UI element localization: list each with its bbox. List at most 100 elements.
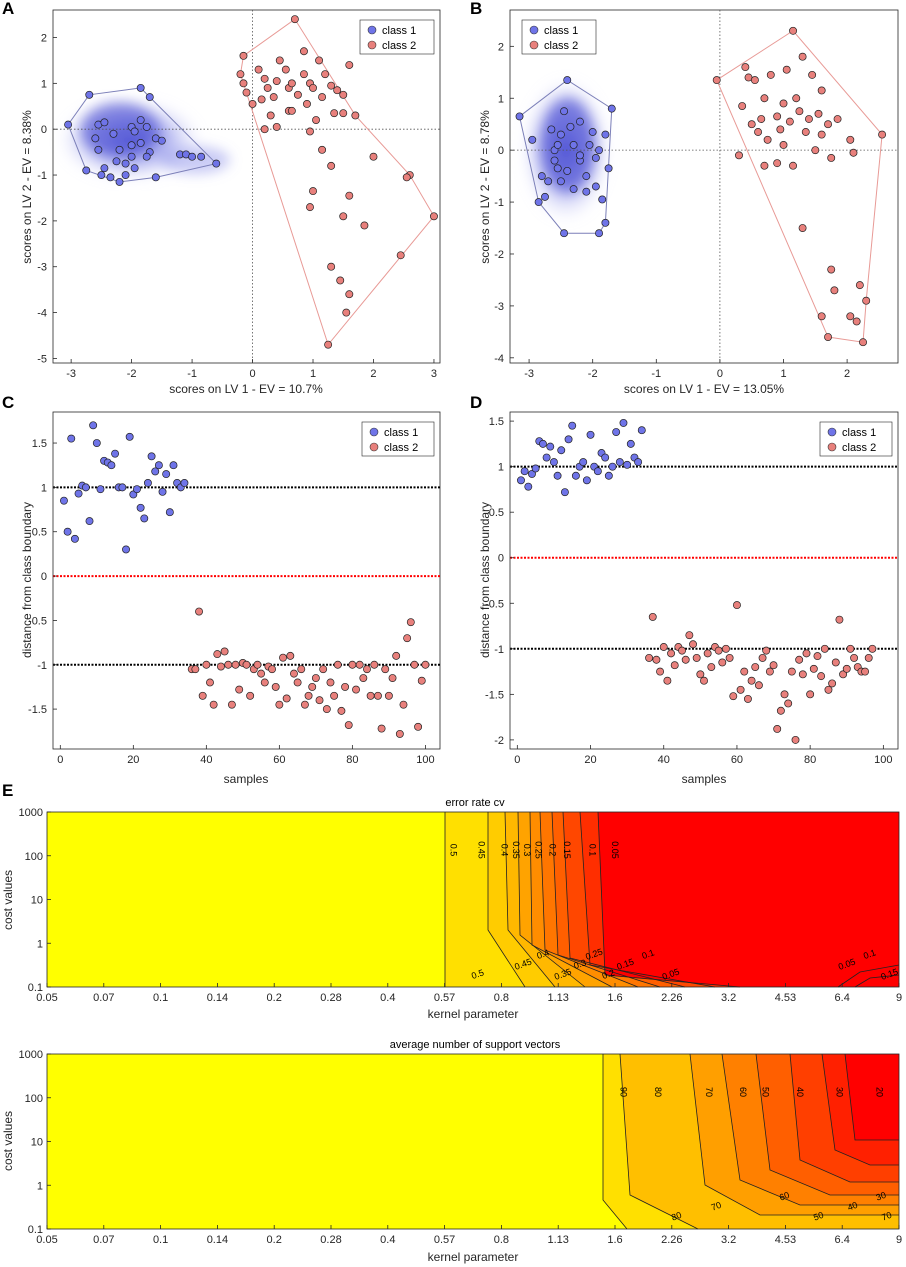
data-point-class-2 [747, 676, 756, 685]
data-point-class-2 [333, 660, 342, 669]
y-tick-label: 0.5 [32, 527, 47, 539]
data-point-class-1 [142, 152, 151, 161]
legend-marker-class-1 [367, 25, 377, 35]
x-tick-label: 1.13 [547, 992, 568, 1004]
panel-c-xlabel: samples [224, 772, 269, 786]
data-point-class-2 [846, 312, 855, 321]
data-point-class-2 [852, 317, 861, 326]
data-point-class-2 [388, 674, 397, 683]
data-point-class-2 [308, 682, 317, 691]
data-point-class-1 [70, 534, 79, 543]
contour-label: 40 [846, 1200, 859, 1213]
contour-label: 80 [653, 1087, 663, 1097]
data-point-class-2 [769, 661, 778, 670]
legend-marker-class-1 [827, 427, 837, 437]
x-tick-label: -1 [651, 368, 661, 380]
data-point-class-2 [279, 653, 287, 662]
data-point-class-2 [352, 685, 360, 694]
panel-b-ylabel: scores on LV 2 - EV = 8.78% [478, 110, 492, 264]
data-point-class-1 [576, 151, 584, 160]
data-point-class-2 [260, 125, 269, 134]
data-point-class-2 [297, 665, 306, 674]
data-point-class-2 [360, 221, 369, 230]
data-point-class-2 [369, 152, 378, 161]
data-point-class-2 [286, 651, 295, 660]
data-point-class-1 [96, 485, 105, 494]
x-tick-label: 4.53 [775, 992, 796, 1004]
x-tick-label: 20 [584, 754, 596, 766]
data-point-class-1 [92, 439, 101, 447]
panel-d-xlabel: samples [682, 772, 727, 786]
x-tick-label: 0.1 [153, 992, 168, 1004]
data-point-class-2 [293, 90, 302, 99]
contour-label: 60 [738, 1087, 748, 1097]
data-point-class-2 [392, 651, 401, 660]
data-point-class-1 [588, 128, 597, 136]
data-point-class-2 [750, 76, 759, 85]
data-point-class-2 [430, 212, 438, 221]
data-point-class-1 [569, 185, 578, 194]
panel-e1-contour-lines [444, 811, 900, 988]
x-tick-label: 0.05 [36, 992, 57, 1004]
data-point-class-2 [309, 187, 317, 196]
x-tick-label: 0.57 [434, 992, 455, 1004]
data-point-class-2 [348, 660, 357, 669]
data-point-class-1 [560, 229, 569, 238]
x-tick-label: 9 [896, 992, 902, 1004]
data-point-class-2 [300, 700, 309, 709]
data-point-class-2 [319, 665, 328, 674]
data-point-class-2 [239, 51, 248, 60]
data-point-class-2 [327, 262, 336, 271]
data-point-class-2 [287, 106, 296, 115]
panel-e2-ticks: 0.05 0.07 0.1 0.14 0.2 0.28 0.4 0.57 0.8 1.13 1.6 2… [19, 1049, 903, 1246]
data-point-class-2 [714, 646, 723, 655]
x-tick-label: 1.6 [607, 992, 622, 1004]
x-tick-label: 0.28 [320, 1234, 341, 1246]
x-tick-label: 3.2 [721, 1234, 736, 1246]
data-point-class-1 [586, 430, 595, 439]
data-point-class-2 [820, 644, 829, 653]
data-point-class-1 [623, 460, 632, 469]
y-tick-label: 1 [41, 78, 47, 90]
data-point-class-2 [667, 649, 676, 658]
data-point-class-1 [549, 458, 558, 467]
data-point-class-2 [339, 90, 348, 99]
y-tick-label: 1000 [19, 807, 43, 819]
data-point-class-2 [732, 601, 741, 610]
data-point-class-2 [787, 667, 796, 676]
data-point-class-2 [773, 725, 782, 733]
x-tick-label: 100 [874, 754, 892, 766]
y-tick-label: -4 [494, 353, 504, 365]
y-tick-label: 0.1 [28, 1224, 43, 1236]
data-point-class-2 [760, 94, 769, 103]
x-tick-label: 3 [431, 368, 437, 380]
data-point-class-1 [568, 421, 577, 430]
data-point-class-1 [604, 164, 613, 173]
x-tick-label: 0.2 [267, 992, 282, 1004]
data-point-class-2 [287, 79, 296, 88]
data-point-class-2 [670, 661, 679, 670]
data-point-class-2 [266, 111, 275, 120]
data-point-class-1 [528, 469, 536, 478]
data-point-class-1 [85, 517, 94, 526]
data-point-class-1 [85, 90, 94, 99]
data-point-class-2 [275, 56, 284, 65]
x-tick-label: 0.57 [434, 1234, 455, 1246]
x-tick-label: 40 [658, 754, 670, 766]
data-point-class-1 [591, 182, 600, 191]
data-point-class-2 [410, 660, 419, 669]
data-point-class-2 [321, 70, 330, 79]
data-point-class-1 [91, 134, 100, 143]
legend-label-class-2: class 2 [382, 40, 416, 52]
contour-label: 0.4 [535, 947, 550, 961]
y-tick-label: 0 [498, 145, 504, 157]
data-point-class-2 [396, 251, 405, 260]
data-point-class-2 [306, 127, 314, 136]
data-point-class-2 [789, 26, 797, 35]
panel-d-scatter: 0 20 40 60 80 100 1.5 1 0.5 0 -0.5 -1 -1.5 -2 class 1… [478, 411, 899, 786]
y-tick-label: 100 [25, 1093, 43, 1105]
panel-e1-title: error rate cv [445, 797, 505, 809]
x-tick-label: 0 [57, 754, 63, 766]
panel-letter-a: A [2, 0, 14, 18]
data-point-class-1 [601, 453, 610, 462]
